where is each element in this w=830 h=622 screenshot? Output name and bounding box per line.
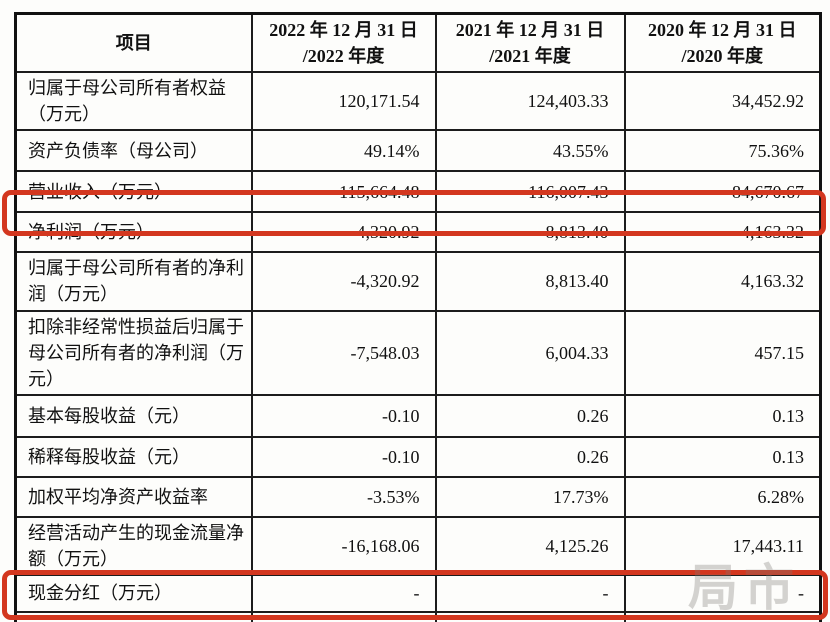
cell-value-2020: 75.36% — [623, 129, 822, 173]
table-row-net-profit: 净利润（万元） -4,320.92 8,813.40 4,163.32 — [14, 211, 822, 254]
cell-value-2021: 0.26 — [434, 393, 626, 438]
table-row-equity: 归属于母公司所有者权益（万元） 120,171.54 124,403.33 34… — [14, 71, 822, 132]
cell-value-2022: -16,168.06 — [250, 515, 437, 577]
row-label: 归属于母公司所有者的净利润（万元） — [14, 251, 253, 312]
row-label: 营业收入（万元） — [14, 170, 253, 214]
table-row-parent-net-profit: 归属于母公司所有者的净利润（万元） -4,320.92 8,813.40 4,1… — [14, 251, 822, 312]
header-2022-date: 2022 年 12 月 31 日 — [269, 20, 418, 40]
table-row-weighted-roe: 加权平均净资产收益率 -3.53% 17.73% 6.28% — [14, 475, 822, 518]
header-2021-date: 2021 年 12 月 31 日 — [455, 20, 605, 40]
cell-value-2021: 8,813.40 — [434, 251, 626, 312]
table-row-cash-dividend: 现金分红（万元） - - - — [14, 574, 822, 614]
cell-value-2020: 6.28% — [623, 475, 822, 518]
cell-value-2021: 0.26 — [434, 435, 626, 478]
header-cell-period-2020: 2020 年 12 月 31 日 /2020 年度 — [623, 12, 822, 74]
cell-value-2022: -3.53% — [250, 475, 437, 518]
header-row: 项目 2022 年 12 月 31 日 /2022 年度 2021 年 12 月… — [14, 12, 822, 74]
header-2022-year: /2022 年度 — [302, 46, 385, 67]
table-row-revenue: 营业收入（万元） 115,664.48 116,007.43 84,670.67 — [14, 170, 822, 214]
header-cell-period-2022: 2022 年 12 月 31 日 /2022 年度 — [250, 12, 437, 74]
row-label: 扣除非经常性损益后归属于母公司所有者的净利润（万元） — [14, 309, 253, 396]
row-label: 稀释每股收益（元） — [14, 435, 253, 478]
table-row-deducted-net-profit: 扣除非经常性损益后归属于母公司所有者的净利润（万元） -7,548.03 6,0… — [14, 309, 822, 396]
cell-value-2021: 124,403.33 — [434, 71, 626, 132]
cell-value-2020: 4,163.32 — [623, 251, 822, 312]
header-2021-year: /2021 年度 — [489, 46, 571, 67]
cell-value-2021: 6,004.33 — [434, 309, 626, 396]
cell-value-2021: 17.73% — [434, 475, 626, 518]
row-label: 加权平均净资产收益率 — [14, 475, 253, 518]
row-label: 现金分红（万元） — [14, 574, 253, 614]
cell-value-2020: 17,443.11 — [623, 515, 822, 577]
cell-value-2020: 457.15 — [623, 309, 822, 396]
cell-value-2020: - — [623, 574, 822, 614]
cell-value-2022: 115,664.48 — [250, 170, 437, 214]
row-label: 基本每股收益（元） — [14, 393, 253, 438]
table-row-debt-ratio: 资产负债率（母公司） 49.14% 43.55% 75.36% — [14, 129, 822, 173]
cell-value-2021: 3.94% — [434, 611, 626, 622]
cell-value-2022: 49.14% — [250, 129, 437, 173]
row-label: 研发投入占营业收入比例 — [14, 611, 253, 622]
cell-value-2022: 120,171.54 — [250, 71, 437, 132]
header-2020-year: /2020 年度 — [681, 46, 763, 67]
row-label: 资产负债率（母公司） — [14, 129, 253, 173]
financial-summary-table: 项目 2022 年 12 月 31 日 /2022 年度 2021 年 12 月… — [14, 12, 822, 622]
cell-value-2020: 34,452.92 — [623, 71, 822, 132]
cell-value-2022: -4,320.92 — [250, 251, 437, 312]
header-cell-item: 项目 — [14, 12, 253, 74]
cell-value-2020: 0.13 — [623, 393, 822, 438]
cell-value-2022: -7,548.03 — [250, 309, 437, 396]
table-row-rd-ratio: 研发投入占营业收入比例 5.03% 3.94% 3.98% — [14, 611, 822, 622]
cell-value-2020: 84,670.67 — [623, 170, 822, 214]
cell-value-2022: -0.10 — [250, 393, 437, 438]
table-row-basic-eps: 基本每股收益（元） -0.10 0.26 0.13 — [14, 393, 822, 438]
row-label: 经营活动产生的现金流量净额（万元） — [14, 515, 253, 577]
row-label: 归属于母公司所有者权益（万元） — [14, 71, 253, 132]
cell-value-2020: 0.13 — [623, 435, 822, 478]
table-row-diluted-eps: 稀释每股收益（元） -0.10 0.26 0.13 — [14, 435, 822, 478]
cell-value-2020: 3.98% — [623, 611, 822, 622]
table-row-operating-cash-flow: 经营活动产生的现金流量净额（万元） -16,168.06 4,125.26 17… — [14, 515, 822, 577]
cell-value-2021: 4,125.26 — [434, 515, 626, 577]
cell-value-2022: -4,320.92 — [250, 211, 437, 254]
cell-value-2020: 4,163.32 — [623, 211, 822, 254]
cell-value-2021: - — [434, 574, 626, 614]
cell-value-2021: 8,813.40 — [434, 211, 626, 254]
cell-value-2022: 5.03% — [250, 611, 437, 622]
cell-value-2021: 43.55% — [434, 129, 626, 173]
header-cell-period-2021: 2021 年 12 月 31 日 /2021 年度 — [434, 12, 626, 74]
row-label: 净利润（万元） — [14, 211, 253, 254]
cell-value-2021: 116,007.43 — [434, 170, 626, 214]
header-item-label: 项目 — [115, 33, 152, 54]
cell-value-2022: -0.10 — [250, 435, 437, 478]
cell-value-2022: - — [250, 574, 437, 614]
header-2020-date: 2020 年 12 月 31 日 — [648, 20, 797, 40]
